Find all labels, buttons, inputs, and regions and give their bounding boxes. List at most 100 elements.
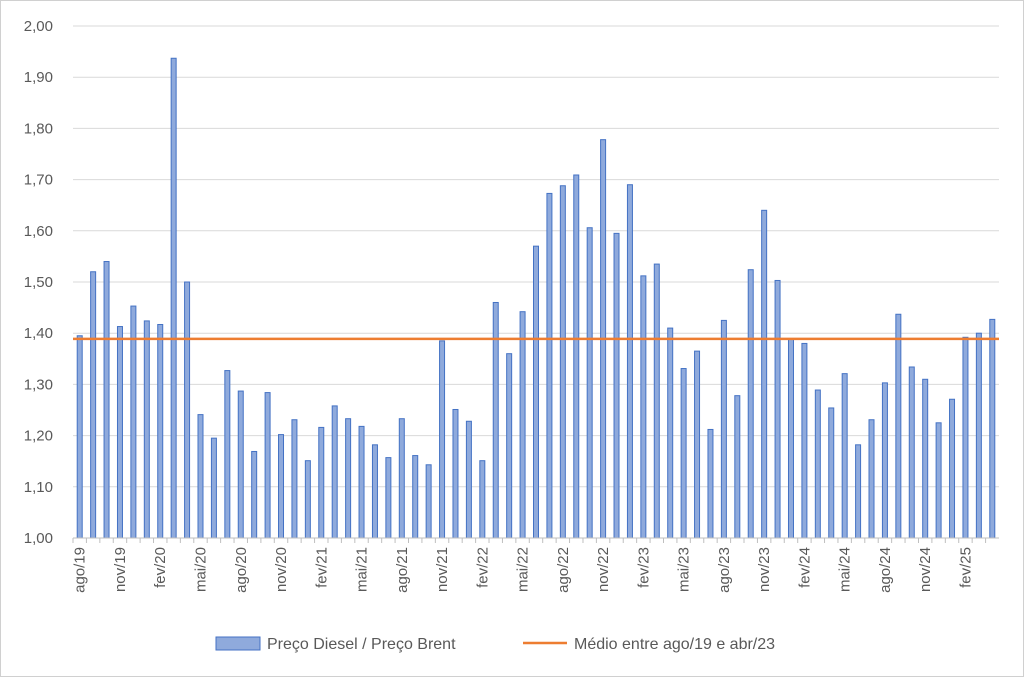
bar <box>680 368 687 539</box>
bar <box>814 389 821 539</box>
bar <box>371 444 378 539</box>
x-tick-label: ago/23 <box>716 547 733 593</box>
bar <box>868 419 875 539</box>
bar <box>519 311 526 539</box>
bar <box>210 437 217 539</box>
x-tick-label: ago/19 <box>72 547 89 593</box>
bar <box>143 320 150 539</box>
bar <box>291 419 298 539</box>
bar <box>761 209 768 539</box>
bar <box>734 395 741 539</box>
bar <box>707 428 714 539</box>
bar <box>546 192 553 539</box>
x-tick-label: mai/22 <box>515 547 532 592</box>
y-tick-label: 1,50 <box>24 274 53 291</box>
bar <box>130 305 137 539</box>
bar <box>197 414 204 539</box>
x-tick-label: fev/24 <box>796 547 813 588</box>
bar <box>278 434 285 539</box>
bar <box>935 422 942 539</box>
bar <box>653 263 660 539</box>
x-tick-label: ago/21 <box>394 547 411 593</box>
bar <box>908 366 915 539</box>
bar <box>398 418 405 539</box>
x-tick-label: fev/23 <box>635 547 652 588</box>
bar <box>720 319 727 539</box>
bar <box>640 275 647 539</box>
bar <box>613 232 620 539</box>
x-tick-label: mai/23 <box>676 547 693 592</box>
x-tick-label: nov/21 <box>434 547 451 592</box>
bar <box>828 407 835 539</box>
bar <box>626 184 633 539</box>
bar <box>439 340 446 539</box>
legend: Preço Diesel / Preço Brent Médio entre a… <box>215 636 775 653</box>
bar <box>949 398 956 539</box>
bar <box>224 370 231 539</box>
x-tick-label: ago/20 <box>233 547 250 593</box>
bar <box>573 174 580 539</box>
bar <box>170 57 177 539</box>
y-tick-label: 1,40 <box>24 325 53 342</box>
x-tick-label: nov/19 <box>112 547 129 592</box>
bar <box>559 185 566 539</box>
bar <box>922 378 929 539</box>
bar <box>774 279 781 539</box>
bar <box>787 338 794 539</box>
bar <box>345 418 352 539</box>
bar <box>694 350 701 539</box>
y-tick-label: 1,70 <box>24 172 53 189</box>
x-tick-label: mai/24 <box>837 547 854 592</box>
x-tick-label: nov/23 <box>756 547 773 592</box>
bar <box>801 342 808 539</box>
legend-line-label: Médio entre ago/19 e abr/23 <box>574 636 775 653</box>
bar <box>506 353 513 539</box>
bar <box>586 227 593 539</box>
x-tick-label: fev/22 <box>474 547 491 588</box>
x-tick-label: fev/21 <box>313 547 330 588</box>
bar <box>318 426 325 539</box>
x-tick-label: nov/20 <box>273 547 290 592</box>
legend-bar-swatch <box>215 636 261 651</box>
bars <box>76 57 996 539</box>
bar <box>412 455 419 539</box>
bar <box>385 457 392 539</box>
y-tick-label: 1,80 <box>24 120 53 137</box>
x-tick-label: fev/25 <box>957 547 974 588</box>
bar <box>157 323 164 539</box>
bar <box>184 281 191 539</box>
legend-bar-label: Preço Diesel / Preço Brent <box>267 636 456 653</box>
x-tick-label: fev/20 <box>152 547 169 588</box>
bar <box>331 405 338 539</box>
bar <box>304 460 311 539</box>
x-tick-label: ago/24 <box>877 547 894 593</box>
bar <box>452 408 459 539</box>
bar <box>855 444 862 539</box>
bar <box>465 420 472 539</box>
bar <box>667 327 674 539</box>
x-tick-label: mai/21 <box>354 547 371 592</box>
bar <box>251 450 258 539</box>
bar <box>989 318 996 539</box>
bar <box>264 392 271 539</box>
x-tick-label: nov/22 <box>595 547 612 592</box>
x-axis-ticks: ago/19 nov/19 fev/20 mai/20 ago/20 nov/20 fev/… <box>72 538 987 593</box>
bar <box>881 382 888 539</box>
y-tick-label: 1,00 <box>24 530 53 547</box>
y-tick-label: 1,90 <box>24 69 53 86</box>
y-tick-label: 1,30 <box>24 376 53 393</box>
y-tick-label: 1,60 <box>24 223 53 240</box>
y-axis-ticks: 1,00 1,10 1,20 1,30 1,40 1,50 1,60 1,70 1,80 1,90… <box>24 18 53 547</box>
bar <box>90 271 97 539</box>
x-tick-label: nov/24 <box>917 547 934 592</box>
y-tick-label: 1,20 <box>24 428 53 445</box>
bar <box>425 464 432 539</box>
bar <box>975 332 982 539</box>
bar <box>76 335 83 539</box>
y-tick-label: 2,00 <box>24 18 53 35</box>
bar <box>841 373 848 539</box>
x-tick-label: mai/20 <box>192 547 209 592</box>
bar <box>237 390 244 539</box>
